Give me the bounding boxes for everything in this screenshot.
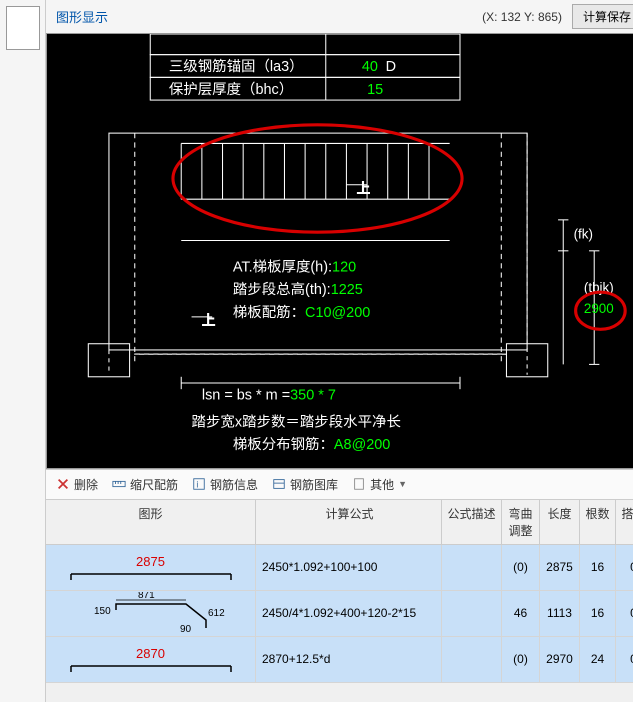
col-formula[interactable]: 计算公式 [256, 500, 442, 544]
col-lap[interactable]: 搭接 [616, 500, 633, 544]
rebar-shape-2: 871 150 612 90 [56, 592, 246, 634]
svg-text:612: 612 [208, 608, 225, 619]
ruler-button[interactable]: 缩尺配筋 [112, 476, 178, 493]
svg-text:梯板配筋：C10@200: 梯板配筋：C10@200 [233, 303, 370, 321]
svg-text:保护层厚度（bhc）: 保护层厚度（bhc） [169, 81, 293, 98]
col-bend[interactable]: 弯曲调整 [502, 500, 540, 544]
svg-text:上: 上 [357, 181, 370, 196]
rebar-shape-1: 2875 [56, 550, 246, 584]
svg-text:150: 150 [94, 606, 111, 617]
svg-text:15: 15 [367, 82, 383, 98]
panel-header: 图形显示 (X: 132 Y: 865) 计算保存 [46, 0, 633, 33]
svg-text:AT.梯板厚度(h):120: AT.梯板厚度(h):120 [233, 257, 356, 275]
table-row[interactable]: 871 150 612 90 2450/4*1.092+400+120-2*15… [46, 591, 633, 637]
panel-title: 图形显示 [56, 7, 108, 26]
page-icon [352, 477, 366, 491]
rebar-info-button[interactable]: i 钢筋信息 [192, 476, 258, 493]
rebar-shape-3: 2870 [56, 642, 246, 676]
svg-text:40: 40 [362, 59, 378, 75]
svg-text:i: i [196, 480, 198, 490]
cad-drawing: 三级钢筋锚固（la3） 40 D 保护层厚度（bhc） 15 [47, 34, 633, 468]
delete-icon [56, 477, 70, 491]
svg-text:2875: 2875 [136, 554, 165, 569]
svg-text:90: 90 [180, 624, 192, 634]
mouse-coord: (X: 132 Y: 865) [482, 10, 562, 24]
svg-text:871: 871 [138, 592, 155, 601]
left-thumbnail-rail [0, 0, 46, 702]
calc-save-button[interactable]: 计算保存 [572, 4, 633, 29]
svg-text:三级钢筋锚固（la3）: 三级钢筋锚固（la3） [169, 58, 304, 75]
chevron-down-icon: ▼ [398, 479, 407, 489]
svg-text:踏步段总高(th):1225: 踏步段总高(th):1225 [233, 281, 363, 298]
svg-text:(fk): (fk) [574, 226, 593, 241]
col-desc[interactable]: 公式描述 [442, 500, 502, 544]
thumbnail[interactable] [6, 6, 40, 50]
svg-text:lsn = bs * m =350 * 7: lsn = bs * m =350 * 7 [202, 387, 336, 403]
info-icon: i [192, 477, 206, 491]
ruler-icon [112, 477, 126, 491]
table-row[interactable]: 2870 2870+12.5*d (0) 2970 24 0 [46, 637, 633, 683]
grid-header: 图形 计算公式 公式描述 弯曲调整 长度 根数 搭接 [46, 500, 633, 545]
rebar-lib-button[interactable]: 钢筋图库 [272, 476, 338, 493]
other-dropdown[interactable]: 其他 ▼ [352, 476, 407, 493]
cad-canvas[interactable]: 三级钢筋锚固（la3） 40 D 保护层厚度（bhc） 15 [46, 33, 633, 469]
library-icon [272, 477, 286, 491]
col-shape[interactable]: 图形 [46, 500, 256, 544]
rebar-toolbar: 删除 缩尺配筋 i 钢筋信息 钢筋图库 其他 ▼ [46, 469, 633, 500]
col-len[interactable]: 长度 [540, 500, 580, 544]
col-cnt[interactable]: 根数 [580, 500, 616, 544]
grid-body: 2875 2450*1.092+100+100 (0) 2875 16 0 87… [46, 545, 633, 683]
svg-text:2900: 2900 [584, 301, 614, 316]
svg-text:梯板分布钢筋：A8@200: 梯板分布钢筋：A8@200 [233, 435, 390, 453]
delete-button[interactable]: 删除 [56, 476, 98, 493]
svg-text:D: D [386, 59, 396, 75]
table-row[interactable]: 2875 2450*1.092+100+100 (0) 2875 16 0 [46, 545, 633, 591]
svg-text:踏步宽x踏步数＝踏步段水平净长: 踏步宽x踏步数＝踏步段水平净长 [192, 413, 401, 430]
svg-text:2870: 2870 [136, 646, 165, 661]
svg-text:上: 上 [202, 313, 215, 328]
